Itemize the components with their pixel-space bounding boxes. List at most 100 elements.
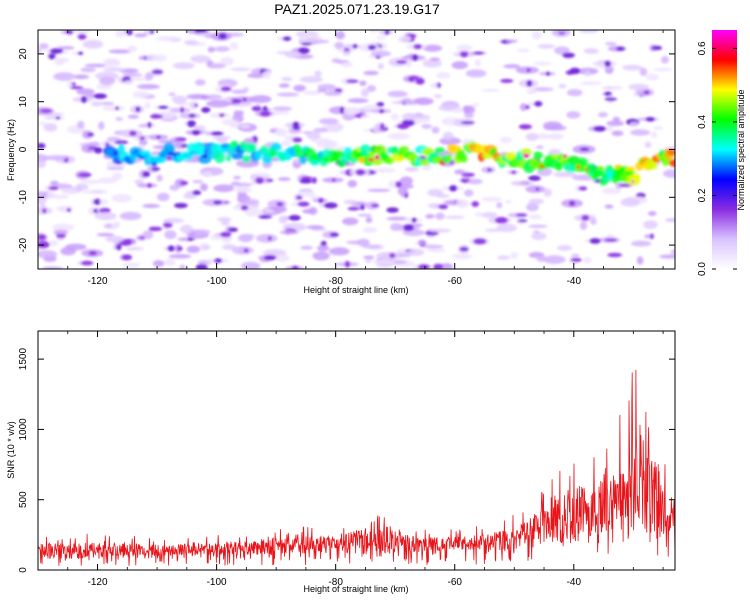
heatmap-cell [71, 82, 76, 86]
heatmap-cell [433, 94, 443, 99]
heatmap-cell [649, 233, 654, 240]
heatmap-cell [73, 30, 90, 35]
heatmap-cell [303, 90, 322, 96]
heatmap-cell [543, 255, 566, 264]
heatmap-cell [261, 176, 271, 185]
heatmap-cell [402, 97, 412, 105]
heatmap-ridge-cell [445, 154, 453, 163]
heatmap-cell [629, 121, 639, 127]
heatmap-cell [480, 212, 498, 218]
heatmap-cell [570, 257, 582, 263]
heatmap-cell [52, 223, 75, 232]
heatmap-cell [328, 247, 350, 256]
heatmap-cell [467, 178, 483, 185]
heatmap-cell [244, 199, 260, 205]
heatmap-cell [415, 78, 425, 85]
heatmap-cell [240, 205, 249, 211]
heatmap-cell [218, 113, 225, 118]
heatmap-cell [262, 70, 271, 79]
heatmap-ridge-cell [248, 143, 257, 152]
heatmap-cell [105, 223, 112, 228]
heatmap-ridge-cell [666, 149, 675, 156]
heatmap-cell [355, 169, 366, 176]
heatmap-cell [533, 101, 543, 107]
heatmap-cell [500, 78, 514, 83]
heatmap-cell [38, 43, 49, 50]
heatmap-cell [359, 80, 367, 86]
heatmap-cell [398, 35, 412, 43]
heatmap-cell [218, 32, 228, 40]
heatmap-cell [474, 59, 481, 67]
heatmap-ridge-cell [434, 147, 446, 154]
heatmap-cell [581, 214, 590, 221]
snr-panel: -120 -100 -80 -60 -40 0 500 1000 1500 Height of … [6, 330, 676, 594]
heatmap-cell [344, 260, 351, 268]
heatmap-cell [94, 211, 117, 221]
heatmap-cell [454, 169, 466, 175]
heatmap-cell [313, 127, 329, 133]
heatmap-cell [93, 93, 107, 99]
heatmap-cell [566, 111, 581, 119]
heatmap-ridge-core [113, 150, 118, 156]
heatmap-cell [121, 254, 133, 261]
heatmap-cell [38, 143, 46, 149]
heatmap-cell [650, 131, 658, 139]
heatmap-cell [259, 110, 271, 117]
heatmap-cell [276, 92, 300, 97]
heatmap-cell [38, 234, 46, 241]
heatmap-cell [605, 125, 614, 132]
heatmap-cell [373, 167, 396, 173]
heatmap-cell [360, 114, 371, 118]
heatmap-cell [195, 32, 215, 37]
heatmap-cell [660, 56, 669, 64]
heatmap-cell [227, 227, 238, 233]
heatmap-cell [422, 244, 444, 249]
heatmap-ridge-cell [632, 173, 640, 183]
spectrogram-ytick-label: 20 [18, 48, 29, 60]
heatmap-cell [578, 186, 588, 191]
heatmap-cell [193, 125, 206, 131]
heatmap-cell [231, 181, 240, 186]
heatmap-cell [222, 236, 232, 244]
heatmap-ridge-core [562, 154, 568, 159]
heatmap-cell [99, 76, 116, 86]
heatmap-cell [411, 217, 417, 223]
heatmap-cell [442, 131, 454, 141]
heatmap-cell [345, 79, 359, 84]
heatmap-cell [630, 129, 651, 136]
heatmap-cell [146, 53, 159, 62]
heatmap-cell [528, 224, 548, 228]
heatmap-cell [317, 88, 328, 93]
heatmap-cell [277, 177, 291, 182]
heatmap-cell [190, 55, 211, 63]
heatmap-cell [429, 57, 441, 62]
heatmap-cell [369, 30, 379, 33]
heatmap-cell [389, 252, 396, 259]
heatmap-cell [212, 136, 232, 140]
heatmap-cell [148, 226, 163, 232]
spectrogram-heatmap [38, 30, 675, 269]
heatmap-cell [258, 214, 273, 219]
heatmap-cell [456, 44, 473, 52]
heatmap-cell [201, 245, 211, 250]
heatmap-cell [653, 67, 673, 72]
heatmap-cell [472, 102, 480, 107]
heatmap-cell [296, 190, 316, 197]
heatmap-cell [56, 233, 66, 238]
heatmap-cell [73, 74, 90, 80]
heatmap-cell [558, 83, 567, 89]
heatmap-cell [644, 141, 652, 148]
heatmap-cell [340, 61, 353, 68]
snr-xtick-label: -120 [88, 577, 108, 588]
heatmap-cell [317, 83, 336, 91]
heatmap-cell [451, 108, 465, 113]
heatmap-cell [84, 63, 108, 68]
heatmap-cell [494, 216, 508, 224]
heatmap-cell [606, 120, 625, 127]
heatmap-cell [607, 252, 622, 258]
heatmap-cell [519, 103, 528, 111]
heatmap-cell [176, 246, 183, 251]
heatmap-cell [50, 194, 70, 200]
snr-series-line [38, 369, 675, 566]
heatmap-cell [583, 48, 599, 55]
